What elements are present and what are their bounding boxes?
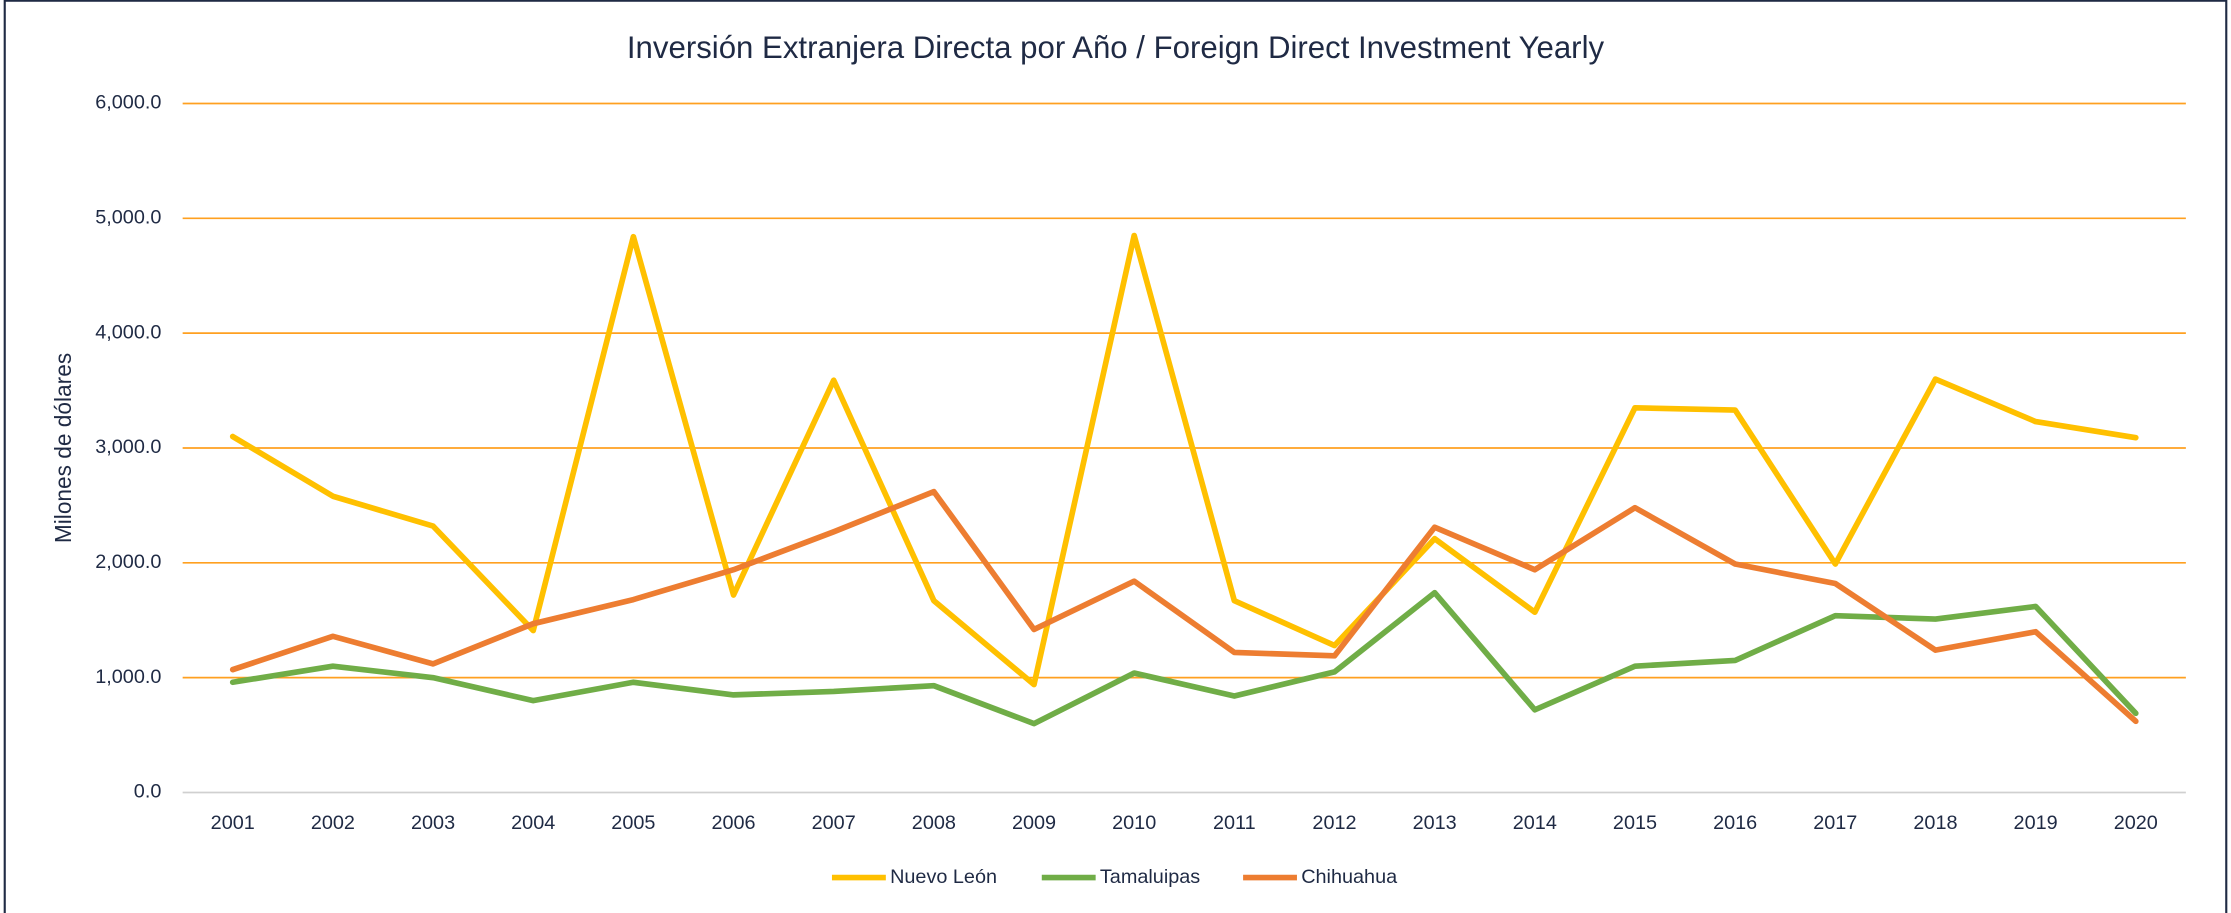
y-tick-label: 4,000.0 xyxy=(95,321,161,343)
x-tick-label: 2006 xyxy=(711,812,755,834)
legend-label: Nuevo León xyxy=(890,866,997,888)
legend-label: Tamaluipas xyxy=(1100,866,1200,888)
legend-label: Chihuahua xyxy=(1301,866,1398,888)
x-tick-label: 2010 xyxy=(1112,812,1156,834)
x-tick-label: 2013 xyxy=(1413,812,1457,834)
y-tick-label: 5,000.0 xyxy=(95,207,161,229)
y-tick-label: 6,000.0 xyxy=(95,92,161,114)
x-tick-label: 2005 xyxy=(611,812,655,834)
x-tick-label: 2007 xyxy=(812,812,856,834)
chart-title: Inversión Extranjera Directa por Año / F… xyxy=(627,30,1605,65)
series-line xyxy=(229,232,2139,688)
y-tick-label: 3,000.0 xyxy=(95,436,161,458)
x-tick-label: 2008 xyxy=(912,812,956,834)
x-tick-label: 2016 xyxy=(1713,812,1757,834)
y-tick-label: 2,000.0 xyxy=(95,551,161,573)
x-tick-label: 2002 xyxy=(311,812,355,834)
series-line xyxy=(229,488,2139,725)
x-tick-label: 2011 xyxy=(1213,812,1256,834)
chart-frame xyxy=(3,0,2228,913)
x-tick-label: 2001 xyxy=(211,812,255,834)
y-axis-title: Milones de dólares xyxy=(50,353,76,543)
x-tick-label: 2012 xyxy=(1312,812,1356,834)
x-tick-label: 2014 xyxy=(1513,812,1557,834)
x-tick-label: 2020 xyxy=(2114,812,2158,834)
x-tick-label: 2015 xyxy=(1613,812,1657,834)
x-tick-label: 2003 xyxy=(411,812,455,834)
x-tick-label: 2019 xyxy=(2014,812,2058,834)
x-tick-label: 2017 xyxy=(1813,812,1857,834)
series-line xyxy=(229,589,2139,727)
y-tick-label: 0.0 xyxy=(134,781,162,803)
x-tick-label: 2004 xyxy=(511,812,555,834)
y-tick-label: 1,000.0 xyxy=(95,666,161,688)
x-tick-label: 2018 xyxy=(1913,812,1957,834)
x-tick-label: 2009 xyxy=(1012,812,1056,834)
